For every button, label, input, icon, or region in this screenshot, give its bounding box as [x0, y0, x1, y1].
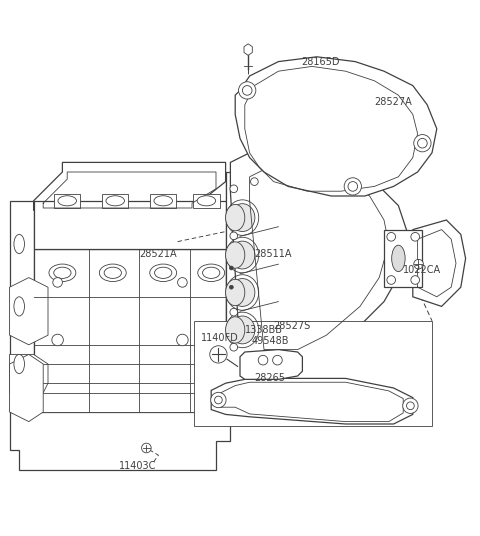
Ellipse shape	[203, 267, 220, 278]
Polygon shape	[413, 220, 466, 307]
Polygon shape	[226, 172, 259, 364]
Ellipse shape	[49, 264, 76, 281]
Ellipse shape	[14, 297, 24, 316]
Ellipse shape	[226, 204, 245, 231]
Ellipse shape	[230, 279, 255, 307]
Circle shape	[210, 346, 227, 363]
Circle shape	[344, 178, 361, 195]
Polygon shape	[10, 354, 48, 412]
Bar	[194, 321, 432, 427]
Circle shape	[177, 334, 188, 346]
Circle shape	[230, 308, 238, 316]
Text: 11403C: 11403C	[119, 461, 156, 471]
Polygon shape	[235, 57, 437, 196]
Circle shape	[229, 266, 233, 270]
Polygon shape	[211, 378, 413, 424]
Polygon shape	[10, 201, 34, 412]
Ellipse shape	[230, 316, 255, 344]
Text: 28527S: 28527S	[274, 321, 311, 331]
Ellipse shape	[226, 279, 245, 306]
Polygon shape	[230, 153, 408, 364]
Ellipse shape	[226, 317, 245, 343]
Circle shape	[411, 276, 420, 284]
Ellipse shape	[14, 234, 24, 254]
Ellipse shape	[387, 241, 409, 277]
Circle shape	[258, 355, 268, 365]
Ellipse shape	[106, 196, 124, 206]
Ellipse shape	[104, 267, 121, 278]
Circle shape	[178, 278, 187, 287]
Ellipse shape	[54, 267, 71, 278]
Polygon shape	[240, 349, 302, 379]
Circle shape	[348, 182, 358, 191]
Ellipse shape	[198, 264, 225, 281]
Text: 1140FD: 1140FD	[201, 333, 239, 343]
Circle shape	[411, 233, 420, 241]
Circle shape	[273, 355, 282, 365]
Polygon shape	[10, 354, 43, 422]
Polygon shape	[193, 193, 220, 208]
Circle shape	[242, 86, 252, 95]
Text: 28521A: 28521A	[139, 249, 177, 258]
Circle shape	[239, 82, 256, 99]
Text: 49548B: 49548B	[252, 336, 289, 346]
Text: 28511A: 28511A	[254, 249, 292, 258]
Circle shape	[251, 178, 258, 185]
Polygon shape	[102, 193, 129, 208]
Ellipse shape	[155, 267, 172, 278]
Circle shape	[251, 355, 258, 363]
Circle shape	[229, 285, 233, 289]
Circle shape	[215, 396, 222, 404]
Circle shape	[403, 398, 418, 413]
Text: 1338BB: 1338BB	[245, 325, 283, 336]
Polygon shape	[54, 193, 81, 208]
Circle shape	[53, 278, 62, 287]
Text: 28265: 28265	[254, 374, 286, 383]
Circle shape	[418, 138, 427, 148]
Ellipse shape	[154, 196, 172, 206]
Polygon shape	[10, 278, 48, 345]
Ellipse shape	[230, 204, 255, 232]
Ellipse shape	[58, 196, 76, 206]
Ellipse shape	[197, 196, 216, 206]
Polygon shape	[19, 393, 216, 412]
Circle shape	[52, 334, 63, 346]
Circle shape	[230, 185, 238, 192]
Circle shape	[230, 232, 238, 240]
Ellipse shape	[150, 264, 177, 281]
Text: 28527A: 28527A	[374, 98, 412, 107]
Polygon shape	[226, 182, 250, 412]
Ellipse shape	[99, 264, 126, 281]
Circle shape	[230, 344, 238, 351]
Polygon shape	[150, 193, 177, 208]
Circle shape	[387, 276, 396, 284]
Polygon shape	[384, 229, 422, 287]
Polygon shape	[34, 249, 226, 412]
Circle shape	[414, 259, 423, 269]
Circle shape	[387, 233, 396, 241]
Text: 28165D: 28165D	[301, 57, 340, 66]
Ellipse shape	[230, 241, 255, 269]
Circle shape	[211, 392, 226, 408]
Ellipse shape	[14, 354, 24, 374]
Circle shape	[142, 443, 151, 453]
Polygon shape	[10, 412, 230, 470]
Polygon shape	[34, 201, 226, 249]
Polygon shape	[244, 44, 252, 55]
Text: 1022CA: 1022CA	[403, 265, 441, 276]
Polygon shape	[34, 162, 226, 211]
Ellipse shape	[392, 245, 405, 272]
Circle shape	[407, 402, 414, 410]
Ellipse shape	[226, 242, 245, 268]
Circle shape	[414, 135, 431, 152]
